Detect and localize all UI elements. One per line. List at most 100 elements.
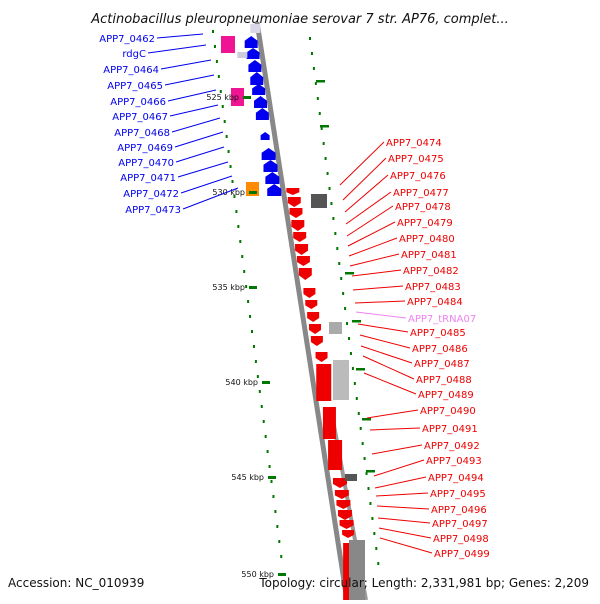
gene-label[interactable]: APP7_0485 [410,328,466,339]
skew-dot [252,345,255,348]
gene-label[interactable]: APP7_0486 [412,344,468,355]
skew-dot [280,555,283,558]
skew-dot [272,495,275,498]
forward-gene-arrow [261,148,276,160]
skew-dot [274,510,277,513]
gene-label[interactable]: APP7_0466 [110,97,166,108]
skew-dot [377,562,380,565]
skew-dot [324,157,327,160]
gene-label[interactable]: APP7_0464 [103,65,159,76]
reverse-gene-box [328,440,343,470]
gene-label[interactable]: APP7_0469 [117,143,173,154]
gene-label[interactable]: APP7_0470 [118,158,174,169]
reverse-gene-box [316,364,332,401]
gene-label[interactable]: APP7_0484 [407,297,463,308]
reverse-gene-arrow [336,500,351,509]
gene-label[interactable]: APP7_0488 [416,375,472,386]
scale-tick-mark [243,96,251,99]
skew-dot [355,397,358,400]
gene-label[interactable]: APP7_0499 [434,549,490,560]
skew-dot [330,202,333,205]
gene-label[interactable]: APP7_0493 [426,456,482,467]
gene-label[interactable]: APP7_0479 [397,218,453,229]
gene-label[interactable]: APP7_0481 [401,250,457,261]
skew-dot [235,210,238,213]
skew-dot [215,60,218,63]
gene-label[interactable]: APP7_tRNA07 [408,314,476,325]
gene-label[interactable]: APP7_0474 [386,138,442,149]
skew-dot [229,165,232,168]
gene-labels: APP7_0462 rdgC APP7_0464 APP7_0465 APP7_0466… [99,34,489,560]
gene-label[interactable]: APP7_0497 [432,519,488,530]
gene-label[interactable]: APP7_0489 [418,390,474,401]
gene-label[interactable]: APP7_0473 [125,205,181,216]
reverse-gene-arrow [307,312,320,322]
gene-label[interactable]: APP7_0472 [123,189,179,200]
skew-dot [342,292,345,295]
leader-line [374,476,427,489]
reverse-gene-arrow [305,300,318,309]
leader-line [369,427,421,431]
gene-label[interactable]: APP7_0468 [114,128,170,139]
leader-line [377,517,431,524]
gene-label[interactable]: APP7_0478 [395,202,451,213]
gene-label[interactable]: APP7_0498 [433,534,489,545]
map-title: Actinobacillus pleuropneumoniae serovar … [90,12,509,27]
gene-label[interactable]: APP7_0492 [424,441,480,452]
skew-dash [352,320,361,323]
gene-label[interactable]: APP7_0495 [430,489,486,500]
gene-label[interactable]: APP7_0471 [120,173,176,184]
leader-line [376,505,430,510]
gene-label[interactable]: APP7_0490 [420,406,476,417]
gene-label[interactable]: APP7_0483 [405,282,461,293]
skew-dot [346,322,349,325]
gene-label[interactable]: APP7_0465 [107,81,163,92]
gene-label[interactable]: rdgC [122,49,146,60]
skew-dot [332,217,335,220]
gene-label[interactable]: APP7_0480 [399,234,455,245]
leader-line [355,311,407,319]
reverse-gene-arrow [334,490,349,499]
leader-line [378,527,432,539]
skew-dot [365,472,368,475]
reverse-gene-arrow [339,520,354,529]
gene-label[interactable]: APP7_0477 [393,188,449,199]
feature-box [250,24,261,33]
pink-feature [231,88,244,106]
skew-dot [243,270,246,273]
gene-label[interactable]: APP7_0494 [428,473,484,484]
gene-label[interactable]: APP7_0476 [390,171,446,182]
gene-label[interactable]: APP7_0482 [403,266,459,277]
forward-gene-arrow [246,48,260,59]
skew-dot [309,37,311,40]
gene-label[interactable]: APP7_0496 [431,505,487,516]
forward-gene-arrow [260,132,270,140]
grey-feature [349,540,365,600]
reverse-gene-arrow [293,232,307,242]
gene-label[interactable]: APP7_0491 [422,424,478,435]
leader-line [360,345,413,364]
gene-label[interactable]: APP7_0462 [99,34,155,45]
backbone-line [254,21,350,601]
skew-dot [268,465,271,468]
scale-tick-label: 545 kbp [231,473,264,482]
reverse-gene-arrow [337,510,352,520]
skew-dot [314,82,317,85]
leader-line [346,205,394,237]
leader-line [160,59,212,70]
gene-label[interactable]: APP7_0467 [112,112,168,123]
gene-label[interactable]: APP7_0487 [414,359,470,370]
skew-dot [213,45,216,48]
skew-dot [367,487,370,490]
leader-line [344,174,389,213]
skew-dot [212,30,214,33]
grey-feature [329,322,342,334]
skew-dot [363,457,366,460]
skew-dot [322,142,325,145]
forward-gene-arrow [255,108,269,120]
gene-label[interactable]: APP7_0475 [388,154,444,165]
leader-line [348,237,398,257]
reverse-gene-arrow [291,220,305,231]
skew-dot [233,195,236,198]
